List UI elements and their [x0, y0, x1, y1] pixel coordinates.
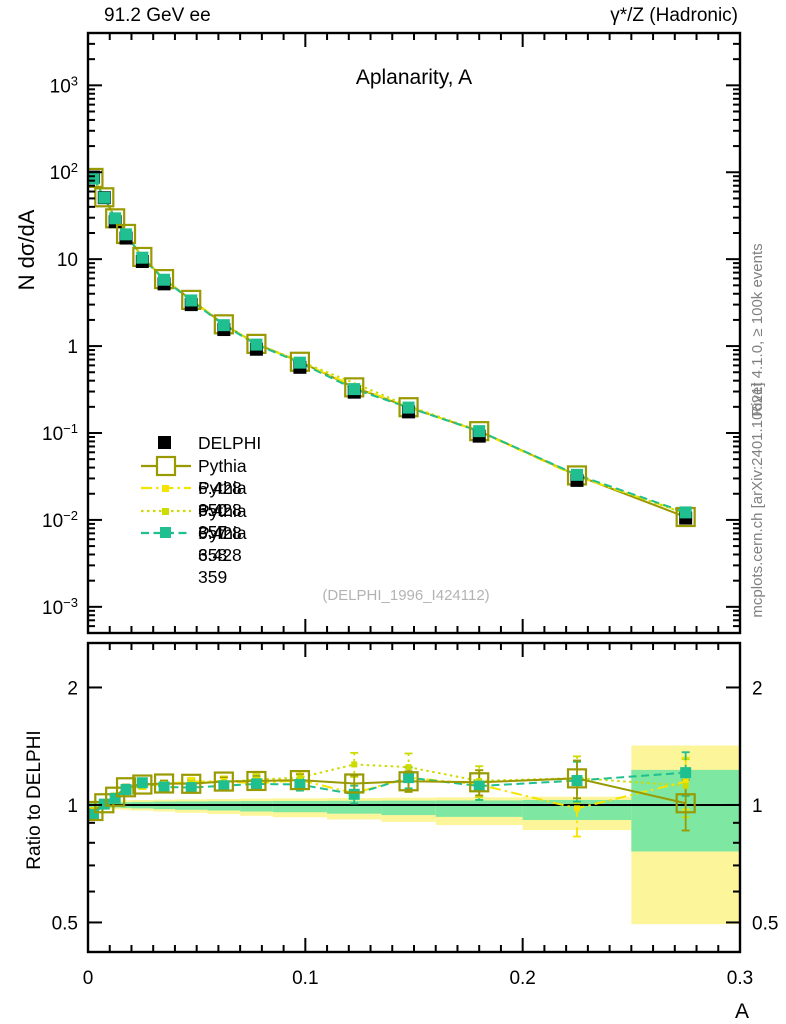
marker-pythia-359 [217, 319, 230, 332]
ratio-marker-359 [294, 779, 306, 791]
ratio-marker-358 [296, 774, 303, 781]
y-axis-label: N dσ/dA [14, 209, 39, 290]
legend-swatch-delphi [158, 436, 171, 449]
ratio-marker-350 [115, 777, 137, 798]
side-text-upper: Rivet 4.1.0, ≥ 100k events [749, 243, 766, 416]
marker-pythia-359 [473, 425, 486, 438]
marker-pythia-359 [98, 191, 111, 204]
ratio-marker-350 [289, 769, 310, 791]
ratio-marker-350 [675, 793, 696, 814]
ratio-marker-359 [250, 778, 262, 790]
ratio-marker-359 [185, 782, 197, 794]
ratio-marker-350 [213, 771, 234, 792]
ratio-marker-359 [348, 788, 360, 800]
main-ytick-label-1: 102 [50, 160, 78, 185]
ratio-ytick-label-left-0: 2 [67, 678, 78, 699]
ratio-marker-350 [344, 773, 365, 794]
ratio-ytick-label-left-1: 1 [67, 796, 78, 817]
marker-pythia-359 [185, 294, 198, 307]
xtick-label-3: 0.3 [727, 968, 753, 989]
main-ytick-label-6: 10−3 [42, 594, 78, 619]
legend-label-pythia-357: Pythia 6.428 357 [198, 478, 247, 542]
ratio-band-inner [240, 801, 273, 812]
ratio-marker-359 [88, 809, 99, 821]
legend-swatch-pythia-358 [141, 507, 191, 515]
ratio-marker-358 [351, 761, 358, 768]
ratio-marker-359 [158, 781, 170, 793]
legend-swatch-pythia-357 [141, 485, 191, 492]
main-ytick-label-3: 1 [67, 337, 78, 358]
ratio-ytick-label-left-2: 0.5 [52, 913, 78, 934]
marker-pythia-359 [109, 212, 122, 225]
ratio-marker-359 [120, 784, 132, 796]
marker-pythia-359 [250, 338, 263, 351]
plot-title: Aplanarity, A [356, 66, 472, 89]
main-ytick-label-2: 10 [57, 250, 78, 271]
ratio-marker-359 [571, 775, 583, 787]
ratio-marker-350 [181, 773, 202, 794]
ratio-marker-350 [88, 800, 104, 822]
ratio-marker-350 [398, 771, 419, 792]
marker-pythia-359 [679, 506, 692, 519]
marker-pythia-359 [293, 356, 306, 369]
legend-swatch-pythia-359 [141, 527, 191, 538]
ratio-band-inner [272, 800, 328, 813]
ratio-marker-350 [153, 773, 175, 794]
ratio-marker-359 [98, 798, 110, 810]
xtick-label-2: 0.2 [509, 968, 535, 989]
header-left-label: 91.2 GeV ee [104, 5, 211, 26]
legend-swatch-pythia-350 [141, 455, 191, 476]
marker-pythia-359 [402, 401, 415, 414]
main-ytick-label-4: 10−1 [42, 421, 78, 446]
ratio-marker-359 [473, 780, 485, 792]
marker-pythia-359 [88, 172, 100, 185]
marker-pythia-350 [94, 187, 115, 208]
legend-label-pythia-359: Pythia 6.428 359 [198, 523, 247, 587]
ratio-marker-359 [218, 780, 230, 792]
header-right-label: γ*/Z (Hadronic) [610, 5, 738, 26]
legend-label-pythia-350: Pythia 6.428 350 [198, 455, 247, 520]
ratio-marker-350 [246, 770, 267, 792]
watermark-label: (DELPHI_1996_I424112) [322, 587, 489, 604]
marker-pythia-359 [348, 383, 361, 396]
main-ytick-label-5: 10−2 [42, 507, 78, 532]
ratio-y-axis-label: Ratio to DELPHI [24, 730, 45, 869]
ratio-band-inner [381, 800, 436, 816]
legend-label-pythia-358: Pythia 6.428 358 [198, 500, 247, 565]
ratio-marker-359 [136, 777, 148, 789]
ratio-marker-358 [405, 764, 412, 771]
side-text-lower: mcplots.cern.ch [arXiv:2401.10621] [749, 382, 766, 617]
marker-pythia-359 [158, 273, 171, 286]
ratio-marker-359 [109, 792, 121, 804]
ratio-marker-357 [574, 805, 580, 812]
ratio-marker-350 [132, 774, 153, 795]
x-axis-label: A [735, 1000, 749, 1023]
ratio-marker-350 [469, 772, 490, 793]
main-ytick-label-0: 103 [50, 73, 78, 98]
marker-pythia-350 [88, 167, 104, 189]
ratio-ytick-label-right-1: 1 [752, 796, 763, 817]
xtick-label-1: 0.1 [292, 968, 318, 989]
ratio-band-inner [435, 800, 523, 817]
ratio-ytick-label-right-2: 0.5 [752, 913, 778, 934]
ratio-marker-350 [566, 768, 588, 789]
xtick-label-0: 0 [83, 968, 94, 989]
marker-pythia-359 [136, 251, 149, 264]
marker-pythia-359 [571, 468, 583, 481]
ratio-ytick-label-right-0: 2 [752, 678, 763, 699]
ratio-marker-358 [682, 782, 689, 789]
marker-pythia-359 [120, 228, 133, 241]
ratio-marker-359 [680, 767, 692, 779]
ratio-marker-357 [682, 778, 689, 785]
legend-label-delphi: DELPHI [198, 433, 262, 453]
ratio-marker-359 [403, 772, 415, 784]
